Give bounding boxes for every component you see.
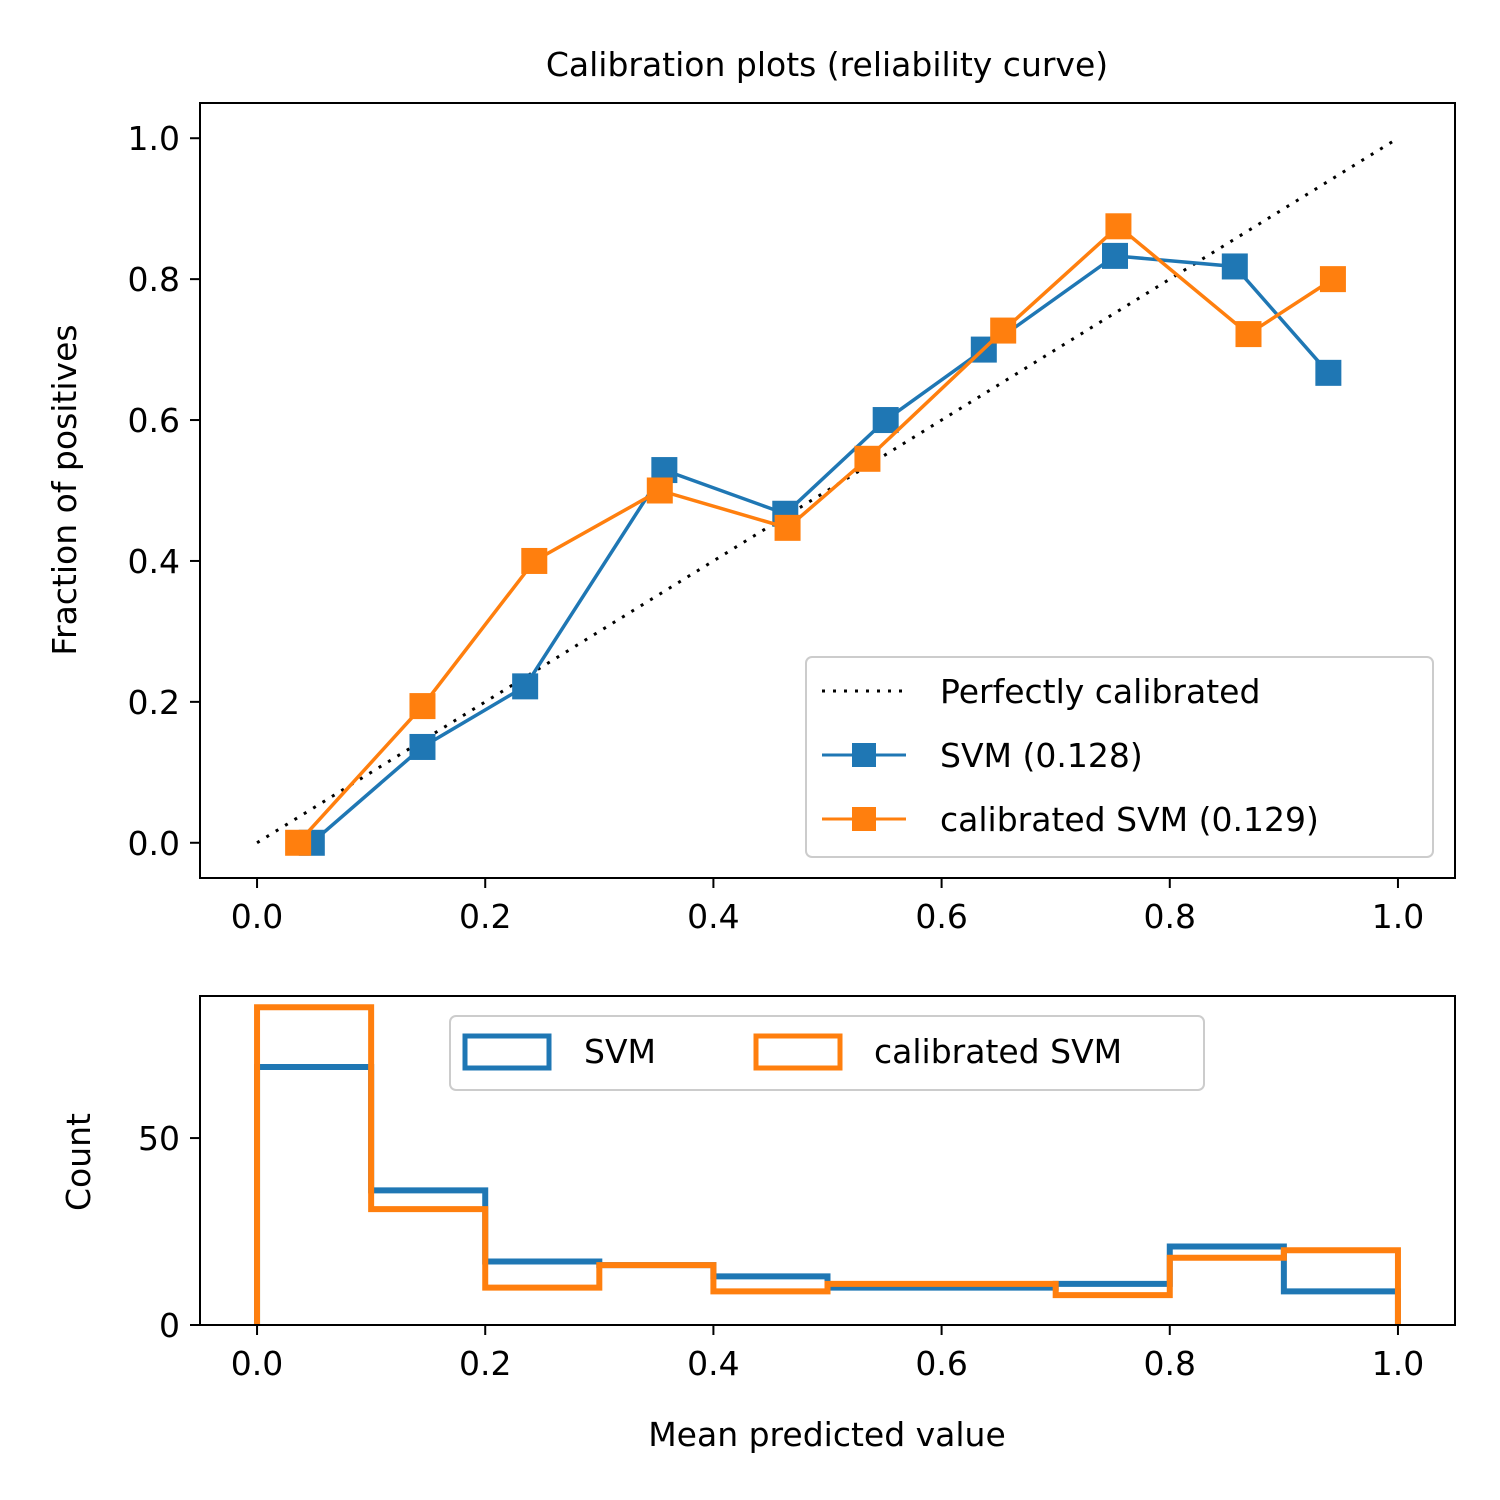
top-y-tick-label: 0.6 (128, 401, 180, 440)
bottom-x-tick-label: 0.6 (915, 1344, 967, 1383)
series-2-point (285, 829, 312, 856)
series-2-point (521, 547, 548, 574)
bottom-y-tick-label: 50 (138, 1119, 180, 1158)
bottom-x-tick-label: 1.0 (1372, 1344, 1424, 1383)
legend-svm-hist-swatch (462, 1033, 552, 1071)
series-1-point (409, 733, 436, 760)
bottom-x-tick-label: 0.0 (231, 1344, 283, 1383)
top-y-axis-label: Fraction of positives (45, 324, 84, 655)
bottom-y-tick-label: 0 (159, 1306, 180, 1345)
legend-svm-marker (852, 743, 876, 767)
chart-title: Calibration plots (reliability curve) (546, 45, 1108, 84)
top-plot-frame (199, 102, 1456, 879)
bottom-x-tick-label: 0.2 (459, 1344, 511, 1383)
bottom-legend-box (449, 1015, 1205, 1091)
series-line-2 (296, 223, 1334, 844)
legend-svm-label: SVM (0.128) (940, 736, 1143, 775)
top-y-tick-label: 0.4 (128, 542, 180, 581)
legend-calibrated-label: calibrated SVM (0.129) (940, 800, 1319, 839)
legend-calibrated-hist-swatch (753, 1033, 843, 1071)
histogram-step-1 (254, 1004, 1401, 1325)
top-x-tick-label: 0.4 (687, 897, 739, 936)
series-2-point (409, 693, 436, 720)
calibration-plot-panel: Calibration plots (reliability curve) 0.… (45, 45, 1456, 936)
legend-perfect-label: Perfectly calibrated (940, 672, 1260, 711)
bottom-legend: SVM calibrated SVM (449, 1015, 1205, 1091)
series-2-point (854, 445, 881, 472)
legend-calibrated-hist-label: calibrated SVM (874, 1032, 1122, 1071)
top-legend-box (805, 656, 1434, 858)
series-2-point (646, 477, 673, 504)
top-y-tick-label: 0.2 (128, 683, 180, 722)
bottom-x-axis-label: Mean predicted value (648, 1415, 1006, 1454)
series-1-point (872, 407, 899, 434)
series-2-point (1105, 213, 1132, 240)
series-line-1 (310, 254, 1330, 845)
top-legend: Perfectly calibrated SVM (0.128) calibra… (805, 656, 1434, 858)
top-x-tick-label: 1.0 (1372, 897, 1424, 936)
top-x-tick-label: 0.6 (915, 897, 967, 936)
series-2-point (774, 514, 801, 541)
top-y-tick-label: 0.8 (128, 260, 180, 299)
series-1-point (1315, 359, 1342, 386)
series-2-point (990, 317, 1017, 344)
histogram-panel: 0.0 0.2 0.4 0.6 0.8 1.0 0 50 Mean predicted val… (59, 995, 1456, 1454)
histogram-step-0 (254, 1064, 1401, 1325)
series-1-point (512, 673, 539, 700)
top-x-tick-label: 0.2 (459, 897, 511, 936)
series-1-point (1102, 242, 1129, 269)
series-2-point (1235, 321, 1262, 348)
top-x-tick-label: 0.0 (231, 897, 283, 936)
bottom-x-tick-label: 0.4 (687, 1344, 739, 1383)
top-y-tick-label: 1.0 (128, 119, 180, 158)
top-x-tick-label: 0.8 (1144, 897, 1196, 936)
bottom-y-axis-label: Count (59, 1113, 98, 1211)
bottom-x-tick-label: 0.8 (1144, 1344, 1196, 1383)
legend-calibrated-marker (852, 807, 876, 831)
legend-svm-hist-label: SVM (584, 1032, 656, 1071)
series-2-point (1319, 266, 1346, 293)
bottom-plot-frame (199, 995, 1456, 1326)
top-y-tick-label: 0.0 (128, 824, 180, 863)
series-1-point (1221, 253, 1248, 280)
